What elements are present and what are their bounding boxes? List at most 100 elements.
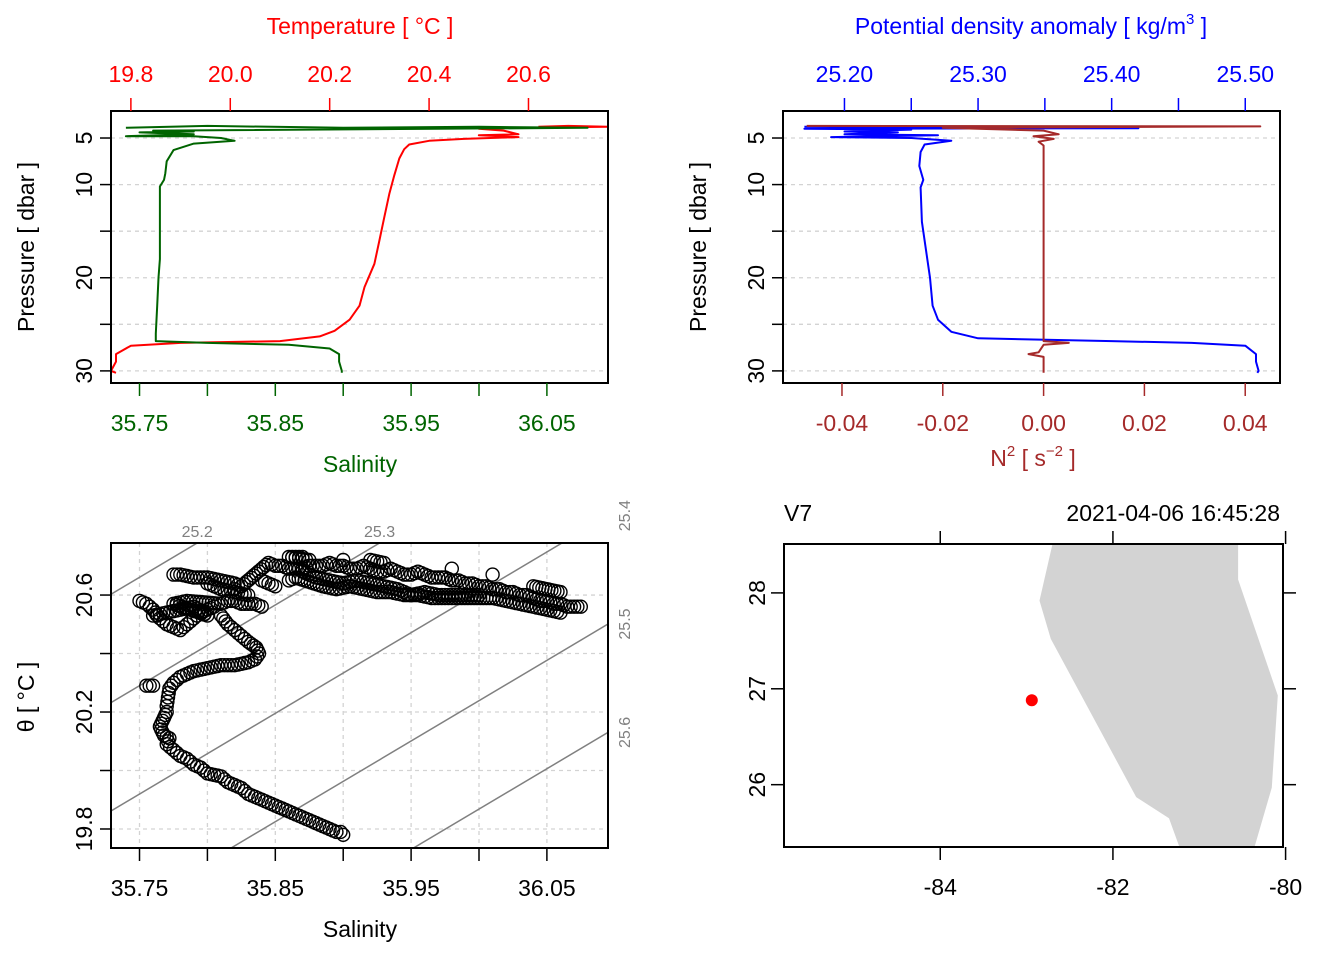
ts-point [333, 824, 348, 840]
ts-point [336, 552, 351, 568]
panel-temperature-salinity-profile: 5 10 20 30 19.8 20.0 20.2 20.4 20.6 35.75 35.85 35.… [13, 13, 609, 477]
top-tick-label: 20.0 [208, 61, 253, 87]
ts-point [400, 567, 415, 582]
ts-point [139, 678, 154, 693]
series-line-potential-density-anomaly [803, 125, 1260, 374]
isopycnal-line [229, 623, 608, 848]
ts-point [193, 570, 208, 585]
y-tick-label: 10 [71, 172, 97, 198]
ts-point [145, 678, 161, 693]
ts-point [380, 584, 395, 600]
p2-top-axis-label-text: Potential density anomaly [ kg/m [855, 13, 1186, 39]
y-tick-label: 5 [743, 132, 769, 145]
ts-point [363, 552, 378, 568]
series-line-temperature [110, 124, 609, 374]
bottom-tick-label: 35.95 [382, 410, 440, 436]
p3-y-axis-label: θ [ °C ] [13, 662, 39, 733]
isopycnal-line [111, 543, 199, 596]
ts-point [570, 599, 585, 614]
p2-gridlines [783, 137, 1280, 372]
ts-point [223, 658, 239, 673]
bottom-tick-label: -0.02 [917, 410, 969, 436]
p2-top-axis-label: Potential density anomaly [ kg/m3 ] [855, 11, 1207, 39]
y-tick-label: 10 [743, 172, 769, 198]
map-station-marker [1025, 694, 1038, 707]
series-line-salinity [124, 124, 589, 373]
ts-point [573, 599, 588, 614]
ts-point [373, 564, 388, 579]
ts-point [553, 584, 568, 600]
y-tick-label: 26 [744, 772, 770, 798]
y-tick-label: 20.6 [71, 573, 97, 618]
ts-point [162, 739, 178, 755]
ts-point [244, 596, 259, 611]
map-land [1039, 544, 1278, 847]
bottom-tick-label: 0.02 [1122, 410, 1167, 436]
ts-point [566, 599, 582, 614]
ts-point [553, 605, 568, 620]
bottom-tick-label: 0.00 [1021, 410, 1066, 436]
p2-axes: 5 10 20 30 25.20 25.30 25.40 25.50 -0.04 -0.02 0.0… [743, 61, 1274, 436]
isopycnal-line [412, 731, 608, 848]
bottom-tick-label: 0.04 [1223, 410, 1268, 436]
x-tick-label: 35.75 [111, 875, 169, 901]
panel-ts-diagram: 35.75 35.85 35.95 36.05 19.8 20.2 20.6 25.2 25.3… [13, 500, 634, 942]
ts-point [285, 549, 300, 565]
ts-point [336, 827, 351, 842]
ts-point [407, 587, 422, 603]
map-station-time: 2021-04-06 16:45:28 [1066, 500, 1280, 526]
ts-point [254, 573, 269, 588]
series-line-n2 [806, 124, 1262, 373]
x-tick-label: -82 [1096, 874, 1129, 900]
ts-point [240, 596, 256, 611]
p1-gridlines [111, 137, 608, 372]
ts-point [254, 599, 269, 614]
ts-point [220, 658, 236, 673]
isopycnal-label: 25.3 [364, 524, 395, 541]
panel-station-map: -84 -82 -80 26 27 28 V7 2021-04-06 16:45:28 [744, 500, 1302, 900]
ts-point [291, 549, 307, 565]
ts-point [485, 567, 500, 582]
top-tick-label: 20.4 [407, 61, 452, 87]
p4-plot-frame [783, 543, 1284, 848]
ts-point [268, 558, 283, 573]
y-tick-label: 5 [71, 132, 97, 145]
top-tick-label: 25.20 [816, 61, 874, 87]
p3-x-axis-label: Salinity [323, 916, 398, 942]
p1-series [110, 124, 609, 374]
top-tick-label: 25.40 [1083, 61, 1141, 87]
ts-point [142, 678, 157, 693]
p1-bottom-axis-label: Salinity [323, 451, 398, 477]
p2-bottom-axis-label: N2 [ s−2 ] [990, 443, 1076, 471]
isopycnal-line [111, 543, 382, 704]
p4-axes: -84 -82 -80 26 27 28 [744, 531, 1302, 900]
map-station-name: V7 [784, 500, 812, 526]
ts-point [397, 567, 412, 582]
p1-y-axis-label: Pressure [ dbar ] [13, 162, 39, 332]
x-tick-label: 35.85 [247, 875, 305, 901]
top-tick-label: 25.30 [949, 61, 1007, 87]
top-tick-label: 19.8 [108, 61, 153, 87]
p3-isopycnals [111, 543, 608, 848]
top-tick-label: 25.50 [1216, 61, 1274, 87]
superscript: 3 [1186, 11, 1194, 28]
ts-point [227, 582, 242, 597]
ts-point [295, 549, 310, 565]
top-tick-label: 20.2 [307, 61, 352, 87]
ts-point [159, 729, 174, 745]
x-tick-label: 35.95 [382, 875, 440, 901]
label-part: N [990, 445, 1007, 471]
superscript: 2 [1007, 443, 1015, 460]
label-part: ] [1063, 445, 1076, 471]
top-tick-label: 20.6 [506, 61, 551, 87]
ts-point [217, 772, 232, 787]
ts-point [431, 570, 446, 585]
p2-top-axis-label-text: ] [1194, 13, 1207, 39]
bottom-tick-label: 35.75 [111, 410, 169, 436]
isopycnal-label: 25.6 [617, 717, 634, 748]
panel-density-n2-profile: 5 10 20 30 25.20 25.30 25.40 25.50 -0.04 -0.02 0.0… [685, 11, 1281, 471]
p1-top-axis-label: Temperature [ °C ] [267, 13, 454, 39]
y-tick-label: 19.8 [71, 807, 97, 852]
isopycnal-label: 25.2 [182, 524, 213, 541]
x-tick-label: 36.05 [518, 875, 576, 901]
